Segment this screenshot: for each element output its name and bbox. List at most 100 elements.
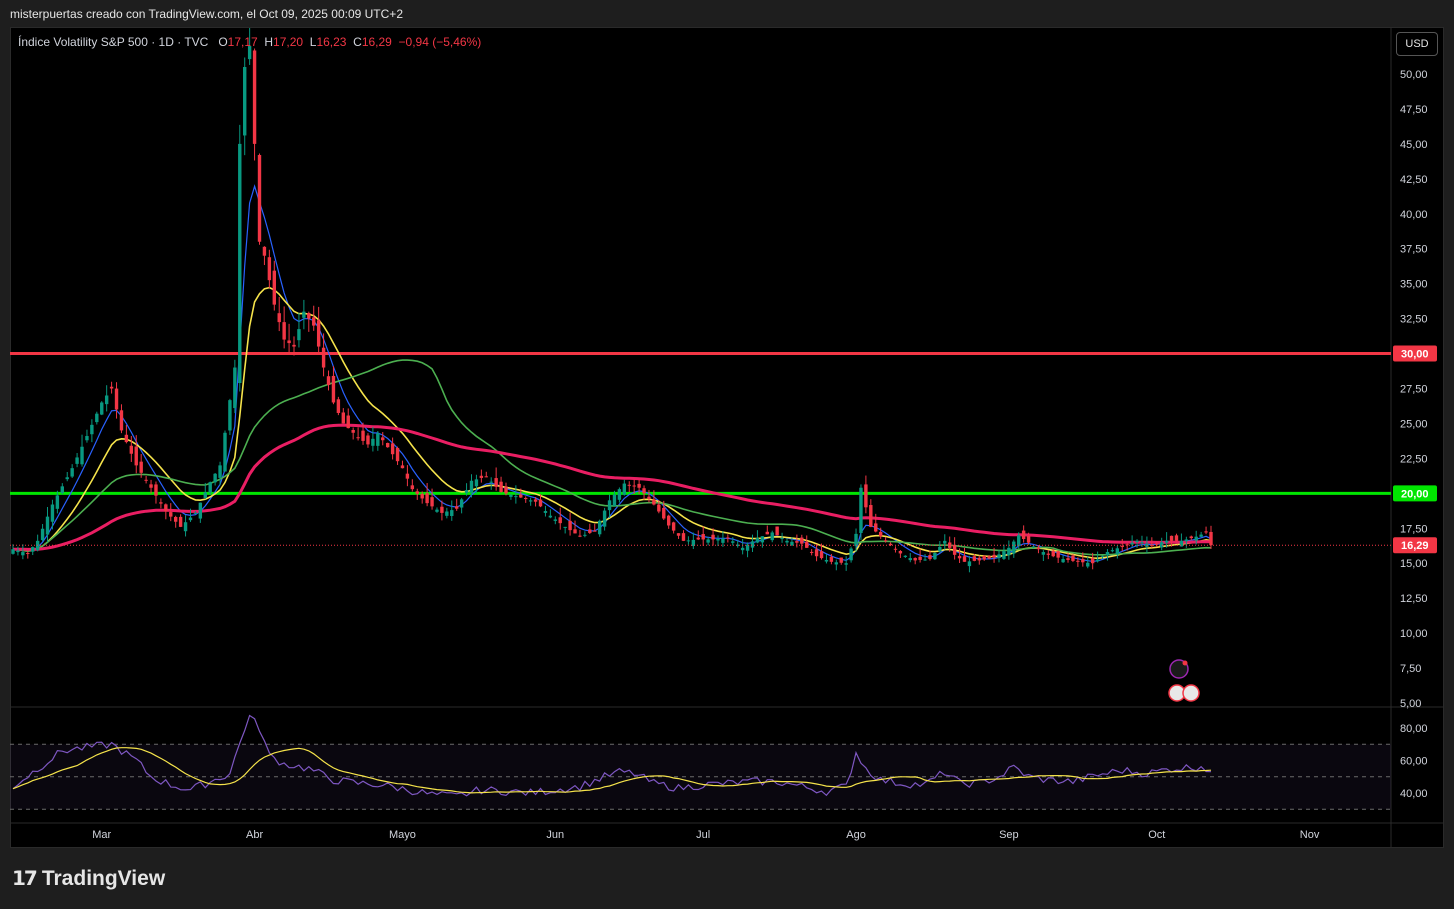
candle-body [302, 311, 306, 318]
candle-body [573, 529, 577, 534]
price-tick-label: 7,50 [1400, 663, 1421, 675]
low-label: L [309, 35, 317, 49]
candle-body [819, 551, 824, 559]
price-tick-label: 15,00 [1400, 558, 1428, 570]
level-tag-30 [1393, 345, 1437, 362]
candle-body [583, 534, 587, 536]
candle-body [395, 447, 400, 462]
candle-body [676, 533, 681, 536]
candle-body [632, 485, 636, 487]
candle-body [943, 540, 947, 544]
candle-body [780, 538, 784, 540]
candle-body [1204, 531, 1208, 533]
candle-body [854, 533, 858, 547]
candle-body [1036, 547, 1041, 550]
candle-body [420, 493, 424, 499]
candle-body [164, 504, 168, 512]
price-tick-label: 27,50 [1400, 384, 1428, 396]
price-tick-label: 22,50 [1400, 453, 1428, 465]
level-tag-label: 20,00 [1401, 488, 1429, 500]
candle-body [800, 537, 804, 544]
candle-body [149, 484, 153, 488]
candle-body [139, 461, 143, 473]
candle-body [1135, 540, 1139, 542]
candle-body [114, 388, 119, 410]
ma-green-line [12, 359, 1212, 556]
candle-body [272, 270, 276, 305]
candle-body [874, 523, 878, 532]
candle-body [361, 430, 365, 441]
candle-body [26, 553, 30, 555]
candle-body [657, 504, 661, 512]
candle-body [602, 510, 607, 527]
candle-body [859, 487, 863, 533]
candle-body [864, 484, 868, 508]
candle-body [233, 367, 237, 409]
candle-body [514, 496, 518, 498]
candle-body [415, 491, 419, 494]
candle-body [479, 475, 484, 478]
candle-body [1199, 534, 1203, 537]
candle-body [627, 484, 631, 486]
candle-body [55, 495, 60, 509]
candle-body [1130, 542, 1134, 545]
candle-body [637, 483, 641, 488]
candle-body [50, 504, 55, 522]
candle-body [617, 489, 622, 500]
candle-body [834, 562, 839, 565]
price-tick-label: 5,00 [1400, 698, 1421, 710]
rsi-tick-label: 60,00 [1400, 756, 1428, 768]
candle-body [1031, 546, 1036, 548]
month-label: Mayo [389, 829, 416, 841]
candle-body [455, 506, 459, 509]
candle-body [188, 517, 193, 521]
candle-body [755, 538, 760, 543]
price-tick-label: 10,00 [1400, 628, 1428, 640]
candle-body [1056, 551, 1060, 558]
candle-body [563, 526, 567, 528]
month-label: Oct [1148, 829, 1165, 841]
candle-body [238, 143, 242, 383]
candle-body [1021, 530, 1026, 539]
candle-body [208, 482, 212, 493]
candle-body [543, 511, 548, 513]
candle-body [341, 412, 346, 424]
close-value: 16,29 [361, 35, 392, 49]
candle-body [425, 493, 429, 504]
candle-body [824, 559, 829, 562]
high-label: H [264, 35, 274, 49]
candle-body [193, 512, 198, 514]
tradingview-brand: TradingView [41, 866, 166, 890]
candle-body [1041, 552, 1046, 555]
candle-body [484, 476, 488, 478]
tradingview-logo[interactable]: 𝟭𝟳 TradingView [12, 866, 165, 891]
currency-button[interactable]: USD [1396, 32, 1438, 56]
candle-body [469, 480, 474, 493]
candle-body [292, 344, 296, 347]
month-label: Sep [999, 829, 1019, 841]
candle-body [795, 541, 799, 543]
candle-body [173, 517, 178, 522]
candle-body [711, 534, 715, 540]
candle-body [1150, 544, 1154, 546]
candle-body [524, 498, 528, 500]
candle-body [647, 496, 651, 499]
month-label: Abr [246, 829, 263, 841]
candle-body [967, 561, 972, 567]
candle-body [1105, 552, 1110, 555]
candle-body [183, 522, 188, 532]
candle-body [997, 554, 1001, 558]
candle-body [878, 531, 883, 537]
candle-body [109, 386, 114, 389]
candle-body [104, 395, 109, 405]
candle-body [124, 434, 129, 443]
candle-body [287, 340, 291, 344]
candle-body [666, 515, 671, 526]
candle-body [686, 540, 691, 542]
candle-body [1184, 539, 1189, 542]
candle-body [1145, 543, 1149, 547]
candle-body [790, 541, 794, 546]
candle-body [440, 506, 444, 513]
price-tick-label: 17,50 [1400, 523, 1428, 535]
